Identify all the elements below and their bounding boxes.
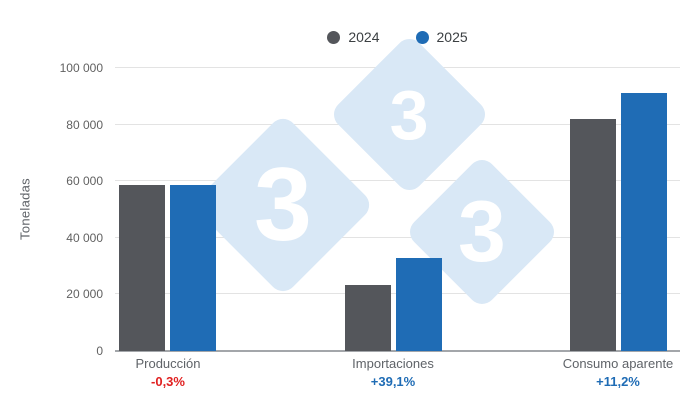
y-axis-tick-label: 20 000 [66,287,103,302]
bar-2024-1 [119,184,165,351]
delta-label: +39,1% [370,374,416,389]
gridline [115,236,680,238]
bar-2025-3 [621,92,667,351]
bar-2024-2 [344,284,391,351]
category-label: Producción [135,356,201,371]
x-axis-label-group-1: Producción -0,3% [135,356,200,389]
legend: 2024 2025 [115,29,680,45]
bar-group-2 [344,68,442,351]
x-axis-label-group-3: Consumo aparente +11,2% [563,356,674,389]
x-axis-line [115,350,680,352]
delta-label: -0,3% [151,374,185,389]
category-label: Importaciones [352,356,434,371]
bar-2025-2 [395,258,442,351]
legend-label-2025: 2025 [436,29,468,45]
bar-group-3 [570,68,667,351]
bar-2024-3 [570,118,616,351]
delta-label: +11,2% [596,374,640,389]
legend-dot-2024 [327,30,341,44]
bars-layer [115,68,680,351]
x-axis-label-group-2: Importaciones +39,1% [352,356,434,389]
legend-item-2025[interactable]: 2025 [415,29,468,45]
bar-group-1 [119,68,216,351]
category-label: Consumo aparente [562,356,674,371]
legend-label-2024: 2024 [348,29,380,45]
x-axis-labels: Producción -0,3% Importaciones +39,1% Consum… [115,356,680,398]
y-axis-tick-label: 40 000 [66,230,103,245]
y-axis-tick-label: 80 000 [66,117,103,132]
y-axis-tick-label: 60 000 [66,174,103,189]
y-axis-tick-label: 0 [96,344,103,358]
legend-item-2024[interactable]: 2024 [327,29,380,45]
legend-dot-2025 [415,30,429,44]
bar-2025-1 [170,185,216,351]
y-axis-tick-label: 100 000 [59,61,103,75]
